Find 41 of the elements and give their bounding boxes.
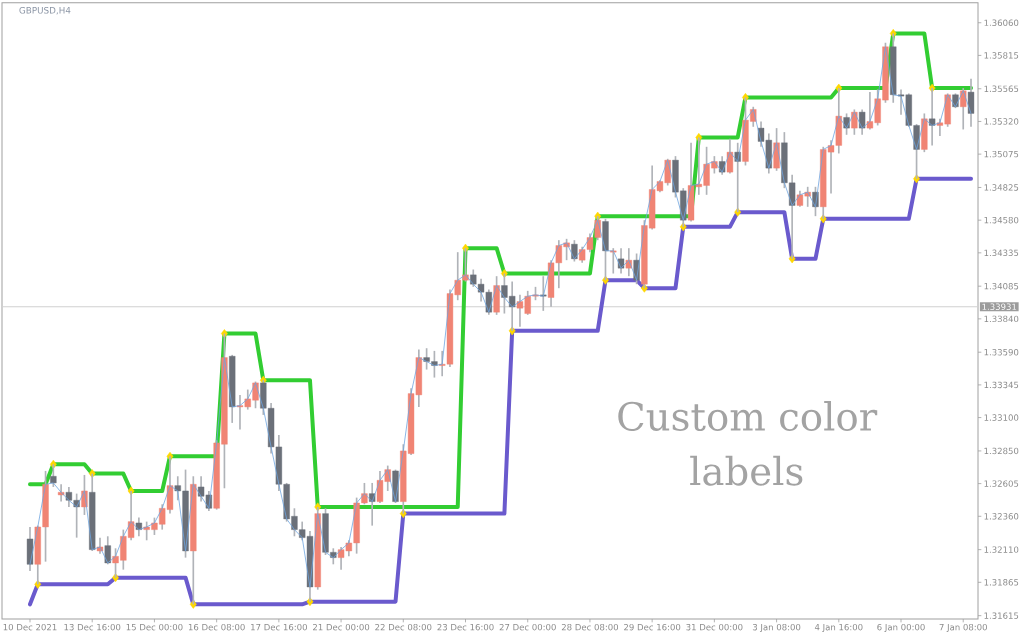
x-tick-label: 27 Dec 00:00 bbox=[499, 623, 556, 631]
y-tick-label: 1.34335 bbox=[984, 249, 1019, 257]
y-tick-label: 1.32110 bbox=[984, 546, 1019, 553]
ref-line-label: 1.33931 bbox=[982, 303, 1017, 310]
chart-title: GBPUSD,H4 bbox=[19, 6, 71, 15]
x-tick-label: 22 Dec 08:00 bbox=[375, 623, 432, 631]
x-tick-label: 29 Dec 16:00 bbox=[624, 623, 681, 631]
annotation: Custom color labels bbox=[618, 401, 878, 486]
x-tick-label: 13 Dec 16:00 bbox=[64, 623, 121, 631]
x-tick-label: 15 Dec 00:00 bbox=[126, 623, 183, 631]
x-tick-label: 16 Dec 08:00 bbox=[188, 623, 245, 631]
x-tick-label: 28 Dec 08:00 bbox=[561, 623, 619, 631]
x-tick-label: 3 Jan 08:00 bbox=[752, 623, 801, 632]
y-tick-label: 1.33100 bbox=[984, 414, 1019, 421]
x-tick-label: 21 Dec 00:00 bbox=[313, 623, 370, 631]
candlestick bbox=[540, 275, 547, 312]
x-tick-label: 23 Dec 16:00 bbox=[437, 623, 494, 631]
x-tick-label: 7 Jan 08:00 bbox=[939, 623, 987, 632]
x-tick-label: 31 Dec 00:00 bbox=[686, 623, 743, 631]
y-tick-label: 1.35320 bbox=[984, 118, 1019, 125]
y-tick-label: 1.36060 bbox=[984, 19, 1019, 26]
y-tick-label: 1.34825 bbox=[984, 184, 1019, 191]
y-tick-label: 1.31615 bbox=[984, 612, 1019, 619]
x-tick-label: 4 Jan 16:00 bbox=[814, 623, 863, 632]
candlestick bbox=[967, 77, 975, 128]
candlestick bbox=[610, 247, 617, 275]
y-tick-label: 1.35815 bbox=[984, 52, 1019, 59]
x-tick-label: 17 Dec 16:00 bbox=[251, 623, 307, 631]
y-tick-label: 1.32360 bbox=[984, 513, 1019, 520]
y-tick-label: 1.35565 bbox=[984, 85, 1019, 92]
y-tick-label: 1.35075 bbox=[984, 150, 1019, 158]
y-tick-label: 1.34580 bbox=[984, 216, 1019, 224]
y-tick-label: 1.32605 bbox=[984, 480, 1019, 487]
y-tick-label: 1.32850 bbox=[984, 447, 1019, 455]
y-tick-label: 1.33840 bbox=[984, 315, 1019, 323]
x-tick-label: 10 Dec 2021 bbox=[3, 623, 57, 631]
y-tick-label: 1.33345 bbox=[984, 381, 1019, 389]
x-tick-label: 6 Jan 00:00 bbox=[877, 623, 925, 632]
y-tick-label: 1.31865 bbox=[984, 579, 1019, 586]
y-tick-label: 1.34085 bbox=[984, 282, 1019, 290]
y-tick-label: 1.33590 bbox=[984, 348, 1019, 356]
